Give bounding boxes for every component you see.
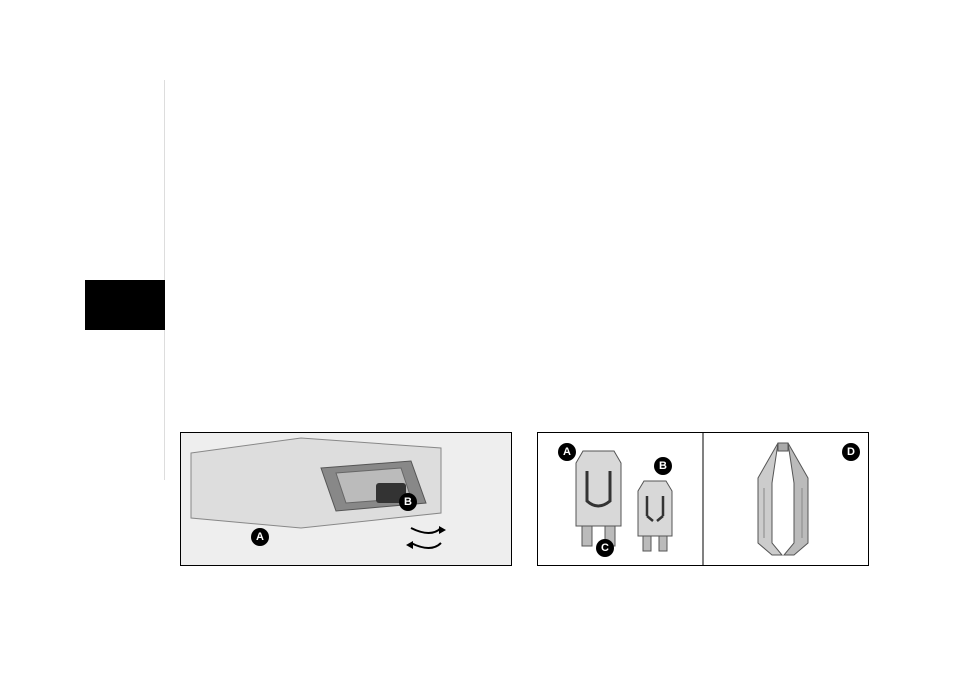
fuse-illustration [538,433,868,565]
callout-label-d: D [842,443,860,461]
callout-label-a: A [558,443,576,461]
tab-spie[interactable] [85,230,165,280]
callout-label-b: B [654,457,672,475]
callout-label-b: B [399,493,417,511]
tab-sicurezza[interactable] [85,130,165,180]
callout-label-c: C [596,539,614,557]
figure-150: A B [180,432,512,569]
section-tabs [85,80,165,480]
tab-emergenza[interactable] [85,280,165,330]
figure-150-image: A B [180,432,512,566]
tab-indice[interactable] [85,430,165,480]
figure-151: A B C D [537,432,869,569]
tab-avviamento[interactable] [85,180,165,230]
tab-manutenzione[interactable] [85,330,165,380]
figure-151-image: A B C D [537,432,869,566]
figure-row: A B [180,432,870,569]
callout-label-a: A [251,528,269,546]
tab-dati-tecnici[interactable] [85,380,165,430]
manual-page: A B [85,80,870,610]
glovebox-illustration [181,433,511,565]
tab-conoscenza[interactable] [85,80,165,130]
